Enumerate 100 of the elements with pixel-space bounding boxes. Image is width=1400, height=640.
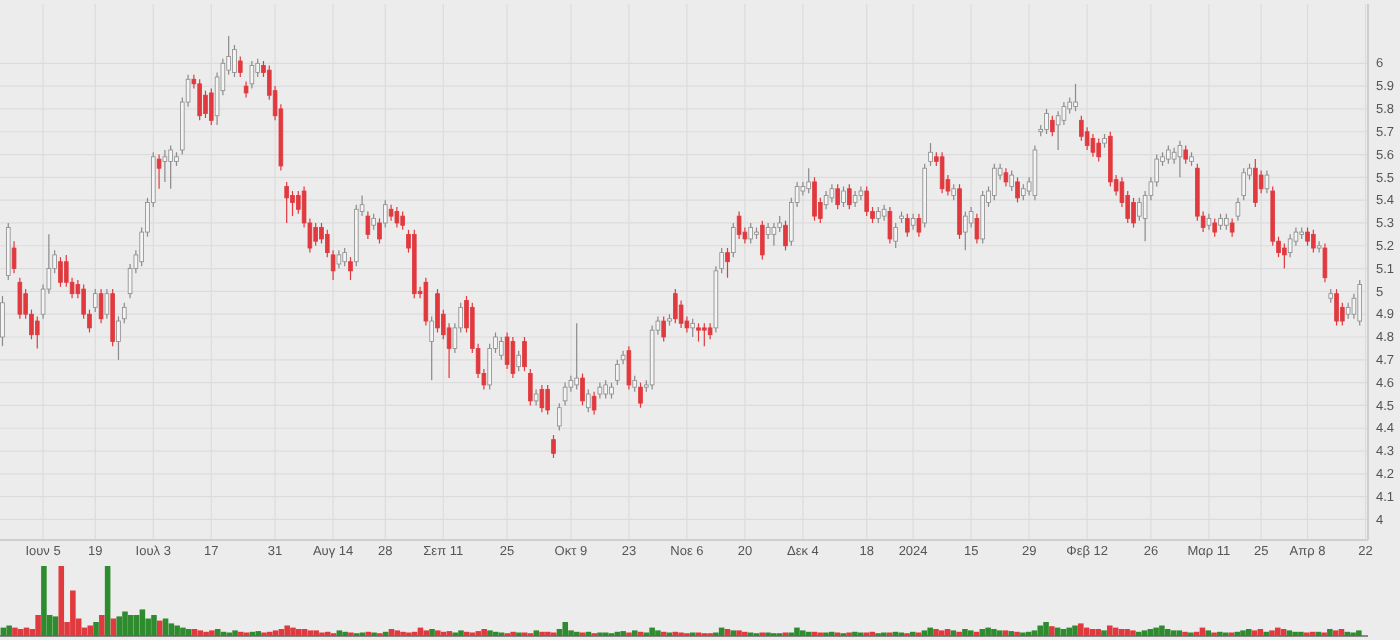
candlestick [17,277,23,320]
bar [336,630,343,636]
candlestick [237,55,243,78]
bar [562,622,569,636]
candlestick [400,210,405,231]
candlestick [615,359,620,386]
bar [568,630,574,636]
candlestick [893,222,898,249]
bar [1274,627,1281,636]
candlestick [696,322,701,343]
candlestick [1316,240,1322,254]
candlestick [992,163,997,201]
bar [1130,630,1136,636]
candlestick [208,87,214,126]
bar [209,630,215,636]
candlestick [760,220,765,261]
bar [556,629,563,636]
candlestick [394,206,400,229]
candlestick [974,213,980,245]
candlestick [104,288,110,320]
bar [1147,629,1154,636]
bar [17,629,24,636]
bar [996,630,1003,636]
bar [1269,630,1275,636]
bar [458,630,464,636]
candlestick [586,388,591,413]
candlestick [626,345,632,391]
candlestick [939,151,945,194]
candlestick [377,217,382,245]
bar [533,630,540,636]
bar [799,630,806,636]
candlestick [957,183,962,240]
bar [1164,629,1171,636]
bar [1159,625,1165,636]
bar [1118,629,1125,636]
candlestick [423,277,429,327]
candlestick [1357,279,1363,327]
bar [1060,629,1067,636]
bar [1176,630,1183,636]
candlestick [574,322,579,391]
bar [927,627,933,636]
candlestick [0,295,5,347]
bar [423,630,430,636]
bar [232,630,238,636]
bar [1240,630,1246,636]
bar [278,629,285,636]
candlestick [748,222,753,245]
bar [6,625,12,636]
candlestick [1055,110,1061,151]
candlestick [736,210,742,240]
bar [1089,629,1096,636]
candlestick [1229,217,1235,238]
bar [12,627,18,636]
candlestick [5,222,11,281]
bar [156,620,163,636]
candlestick [1241,167,1247,201]
bar [1037,625,1044,636]
candlestick [1079,115,1084,142]
bar [1251,630,1258,636]
candlestick [905,213,910,238]
bar [1095,629,1101,636]
candlestick [1212,217,1218,238]
bar [1049,626,1055,636]
candlestick [98,288,104,324]
candlestick [1131,197,1136,229]
bar [116,616,122,636]
candlestick [1090,133,1096,158]
candlestick [516,350,521,372]
bar [950,630,957,636]
candlestick [1282,242,1287,270]
candlestick [539,384,545,413]
candlestick [725,247,730,279]
candlestick [551,434,556,459]
candlestick [620,350,626,365]
candlestick [887,206,893,245]
bar [631,630,638,636]
bar [1286,630,1293,636]
candlestick [528,368,533,407]
bar [429,629,435,636]
candlestick [1287,233,1293,258]
bar [174,625,180,636]
candlestick [823,190,829,210]
bar [724,629,731,636]
candlestick [638,382,643,409]
bar [985,627,991,636]
bar [185,629,192,636]
candlestick [156,153,162,190]
candlestick [702,322,707,347]
candlestick [1009,169,1014,192]
candlestick [504,331,510,370]
candlestick [510,336,516,379]
bar [284,625,290,636]
bar [290,627,296,636]
bar [1031,630,1038,636]
bar [1246,629,1252,636]
candlestick [290,190,295,217]
candlestick [783,220,788,251]
bar [1043,622,1049,636]
bar [313,630,319,636]
candlestick [11,240,17,274]
